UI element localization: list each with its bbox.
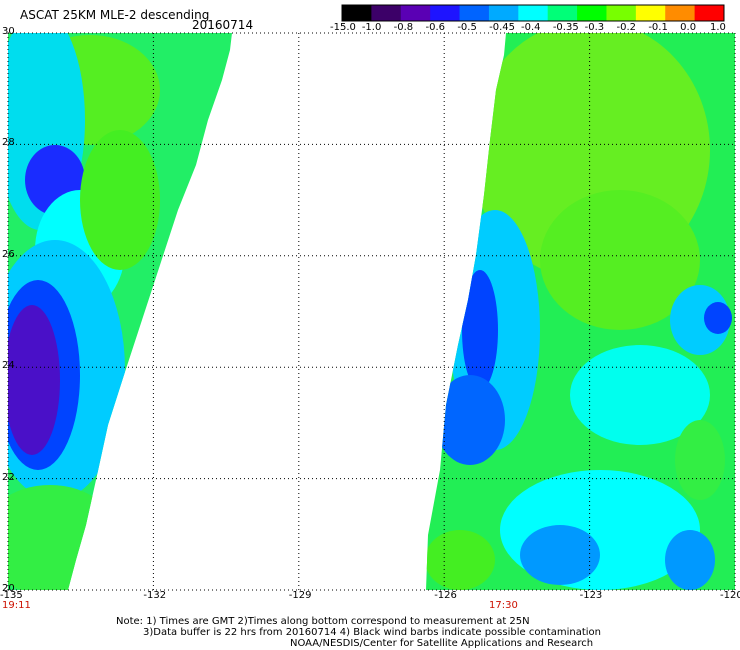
credit-line: NOAA/NESDIS/Center for Satellite Applica… — [290, 638, 594, 649]
lat-tick-label: 26 — [2, 248, 15, 260]
lat-tick-label: 22 — [2, 471, 15, 483]
colorbar-tick-label: 0.0 — [680, 22, 697, 33]
colorbar-segment — [430, 5, 461, 21]
colorbar-frame — [341, 4, 725, 22]
colorbar-segment — [488, 5, 519, 21]
lon-tick-label: -132 — [143, 590, 167, 601]
colorbar — [341, 4, 725, 22]
left-swath — [8, 33, 232, 590]
lon-tick-label: -120 — [720, 590, 740, 601]
colorbar-tick-label: -0.3 — [584, 22, 605, 33]
right-swath — [426, 33, 735, 590]
colorbar-tick-label: -0.45 — [489, 22, 516, 33]
lat-lon-grid — [7, 32, 736, 591]
colorbar-tick-label: -0.5 — [457, 22, 477, 33]
colorbar-tick-label: -0.35 — [552, 22, 579, 33]
lat-tick-label: 28 — [2, 137, 15, 149]
colorbar-segment — [371, 5, 402, 21]
lat-tick-label: 24 — [2, 360, 15, 372]
colorbar-tick-label: 1.0 — [710, 22, 726, 33]
colorbar-tick-label: -0.4 — [521, 22, 541, 33]
colorbar-segment — [577, 5, 607, 21]
colorbar-tick-label: -0.2 — [616, 22, 637, 33]
colorbar-segment — [665, 5, 696, 21]
note-line-1: Note: 1) Times are GMT 2)Times along bot… — [116, 616, 530, 627]
colorbar-segment — [342, 5, 372, 21]
colorbar-tick-label: -15.0 — [330, 22, 356, 33]
colorbar-segment — [606, 5, 637, 21]
map-date: 20160714 — [192, 18, 254, 32]
colorbar-segment — [694, 5, 725, 21]
colorbar-segment — [547, 5, 578, 21]
colorbar-segment — [635, 5, 666, 21]
colorbar-segment — [459, 5, 490, 21]
colorbar-segment — [518, 5, 549, 21]
map-title: ASCAT 25KM MLE-2 descending — [20, 8, 210, 22]
note-line-2: 3)Data buffer is 22 hrs from 20160714 4)… — [143, 627, 601, 638]
lat-tick-label: 20 — [2, 583, 15, 594]
lat-tick-label: 30 — [2, 26, 15, 37]
lon-tick-label: -129 — [288, 590, 312, 601]
colorbar-tick-label: -1.0 — [361, 22, 382, 33]
colorbar-tick-label: -0.8 — [393, 22, 414, 33]
colorbar-tick-label: -0.6 — [425, 22, 446, 33]
colorbar-segment — [400, 5, 431, 21]
lon-tick-label: -123 — [579, 590, 603, 601]
lon-tick-label: -135 — [0, 590, 23, 601]
lon-tick-label: -126 — [434, 590, 457, 601]
colorbar-tick-label: -0.1 — [648, 22, 668, 33]
time-right: 17:30 — [489, 600, 518, 611]
time-left: 19:11 — [2, 600, 31, 611]
